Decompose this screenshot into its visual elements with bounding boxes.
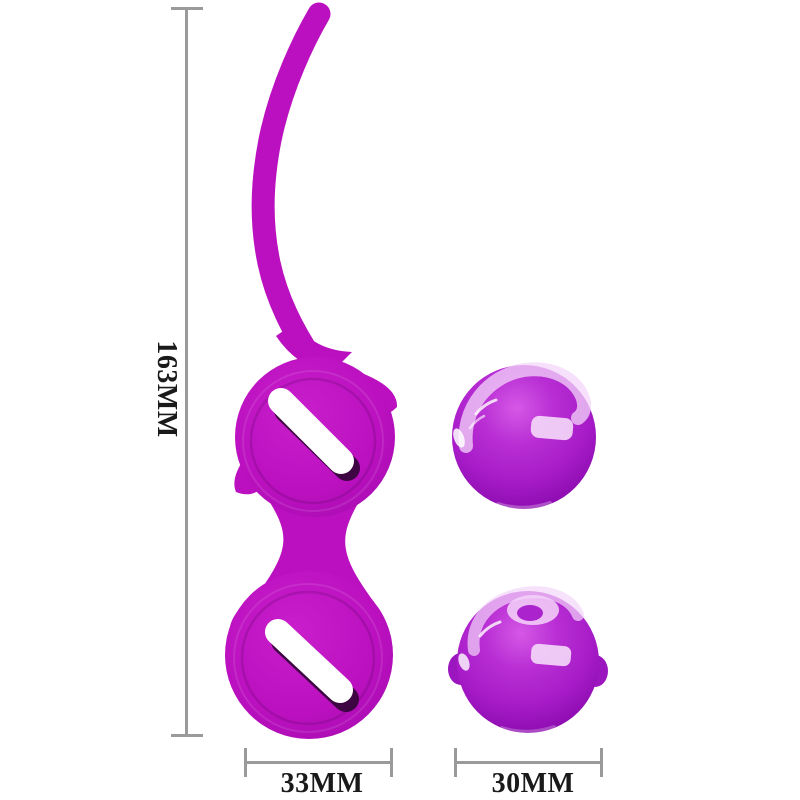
bottom-reflection xyxy=(500,725,556,734)
gloss-streak xyxy=(478,620,502,638)
groove-ring xyxy=(242,370,384,512)
harness-width-dimension-label: 33MM xyxy=(280,768,364,799)
ball-diameter-dimension-cap-left xyxy=(454,748,457,777)
gloss-window xyxy=(530,643,572,667)
height-dimension-cap-top xyxy=(171,7,203,10)
gloss-band xyxy=(458,362,592,453)
bottom-reflection xyxy=(496,501,552,510)
groove-ring xyxy=(233,583,383,733)
gloss-streak xyxy=(474,398,498,416)
slash-highlight xyxy=(268,388,354,474)
retrieval-cord xyxy=(251,2,331,370)
harness-width-dimension-cap-left xyxy=(244,748,247,777)
ball-diameter-dimension-label: 30MM xyxy=(491,768,575,799)
harness-width-dimension-line xyxy=(245,761,393,764)
groove-ring xyxy=(249,377,377,505)
kegel-harness xyxy=(225,2,398,739)
gloss-streak xyxy=(468,414,486,430)
gloss-donut-hole xyxy=(517,605,543,621)
ball-diameter-dimension-cap-right xyxy=(600,748,603,777)
harness-width-dimension-cap-right xyxy=(390,748,393,777)
ball-body xyxy=(452,365,596,509)
harness-waist xyxy=(252,490,374,602)
gloss-band xyxy=(467,586,584,656)
gloss-spot xyxy=(453,428,465,448)
slash-highlight xyxy=(265,619,353,703)
groove-ring xyxy=(240,590,376,726)
loose-ball-top xyxy=(452,362,596,510)
gloss-spot xyxy=(458,653,470,671)
ball-diameter-dimension-line xyxy=(455,761,603,764)
height-dimension-cap-bottom xyxy=(171,734,203,737)
height-dimension-line xyxy=(185,8,188,736)
gloss-window xyxy=(530,415,574,441)
height-dimension-label: 163MM xyxy=(151,340,182,438)
loose-ball-bottom xyxy=(448,586,608,734)
